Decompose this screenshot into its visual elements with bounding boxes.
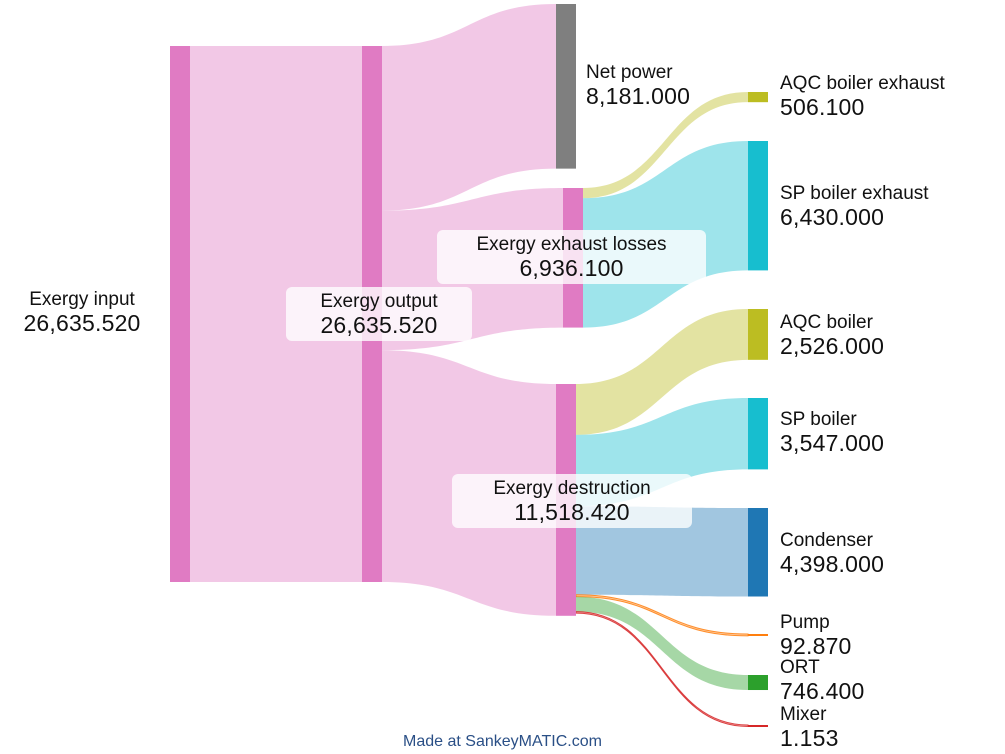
label-mixer: Mixer 1.153: [780, 703, 839, 751]
label-ort: ORT 746.400: [780, 656, 865, 704]
label-value-pump: 92.870: [780, 633, 852, 659]
label-name-exergy-output: Exergy output: [320, 291, 438, 312]
label-name-net-power: Net power: [586, 62, 673, 83]
flow-exergy-exhaust-losses-to-aqc-boiler-exhaust[interactable]: [583, 92, 748, 199]
flow-exergy-destruction-to-mixer[interactable]: [575, 611, 749, 728]
label-value-condenser: 4,398.000: [780, 551, 885, 577]
label-value-sp-boiler-exhaust: 6,430.000: [780, 204, 885, 230]
node-net-power[interactable]: [556, 4, 576, 169]
label-name-exergy-exhaust-losses: Exergy exhaust losses: [476, 234, 667, 255]
flow-exergy-destruction-to-condenser[interactable]: [576, 506, 748, 597]
node-ort[interactable]: [748, 675, 768, 691]
node-exergy-input[interactable]: [170, 46, 190, 582]
label-sp-boiler-exhaust: SP boiler exhaust 6,430.000: [780, 182, 929, 230]
node-aqc-boiler-exhaust[interactable]: [748, 92, 768, 103]
label-value-exergy-input: 26,635.520: [23, 310, 141, 336]
label-value-net-power: 8,181.000: [586, 83, 691, 109]
label-name-pump: Pump: [780, 612, 830, 633]
label-sp-boiler: SP boiler 3,547.000: [780, 408, 884, 456]
node-aqc-boiler[interactable]: [748, 309, 768, 360]
label-value-sp-boiler: 3,547.000: [780, 430, 885, 456]
label-name-condenser: Condenser: [780, 530, 873, 551]
label-aqc-boiler: AQC boiler 2,526.000: [780, 311, 884, 359]
flow-exergy-output-to-net-power[interactable]: [382, 4, 556, 211]
label-exergy-input: Exergy input 26,635.520: [2, 288, 162, 336]
label-aqc-boiler-exhaust: AQC boiler exhaust 506.100: [780, 72, 945, 120]
label-exergy-output: Exergy output 26,635.520: [286, 287, 472, 341]
label-value-ort: 746.400: [780, 678, 865, 704]
label-name-aqc-boiler: AQC boiler: [780, 312, 873, 333]
flow-exergy-destruction-to-ort[interactable]: [576, 596, 748, 691]
node-pump[interactable]: [748, 634, 768, 636]
label-value-exergy-output: 26,635.520: [320, 312, 438, 338]
label-name-aqc-boiler-exhaust: AQC boiler exhaust: [780, 73, 945, 94]
label-name-mixer: Mixer: [780, 704, 827, 725]
sankey-flows: [190, 4, 749, 728]
label-name-exergy-destruction: Exergy destruction: [493, 478, 651, 499]
flow-exergy-input-to-exergy-output[interactable]: [190, 46, 362, 582]
label-name-exergy-input: Exergy input: [29, 289, 135, 310]
label-condenser: Condenser 4,398.000: [780, 529, 884, 577]
label-name-sp-boiler-exhaust: SP boiler exhaust: [780, 183, 929, 204]
node-mixer[interactable]: [748, 725, 768, 727]
label-value-aqc-boiler-exhaust: 506.100: [780, 94, 865, 120]
flow-exergy-destruction-to-aqc-boiler[interactable]: [576, 309, 748, 435]
node-condenser[interactable]: [748, 508, 768, 597]
node-sp-boiler-exhaust[interactable]: [748, 141, 768, 271]
label-pump: Pump 92.870: [780, 611, 852, 659]
label-name-ort: ORT: [780, 657, 820, 678]
label-exergy-exhaust-losses: Exergy exhaust losses 6,936.100: [437, 230, 706, 284]
label-value-mixer: 1.153: [780, 725, 839, 751]
label-value-exergy-destruction: 11,518.420: [514, 499, 630, 525]
node-sp-boiler[interactable]: [748, 398, 768, 470]
label-net-power: Net power 8,181.000: [586, 61, 690, 109]
label-value-aqc-boiler: 2,526.000: [780, 333, 885, 359]
label-value-exergy-exhaust-losses: 6,936.100: [519, 255, 624, 281]
label-name-sp-boiler: SP boiler: [780, 409, 857, 430]
sankeymatic-credit[interactable]: Made at SankeyMATIC.com: [403, 733, 602, 750]
label-exergy-destruction: Exergy destruction 11,518.420: [452, 474, 692, 528]
